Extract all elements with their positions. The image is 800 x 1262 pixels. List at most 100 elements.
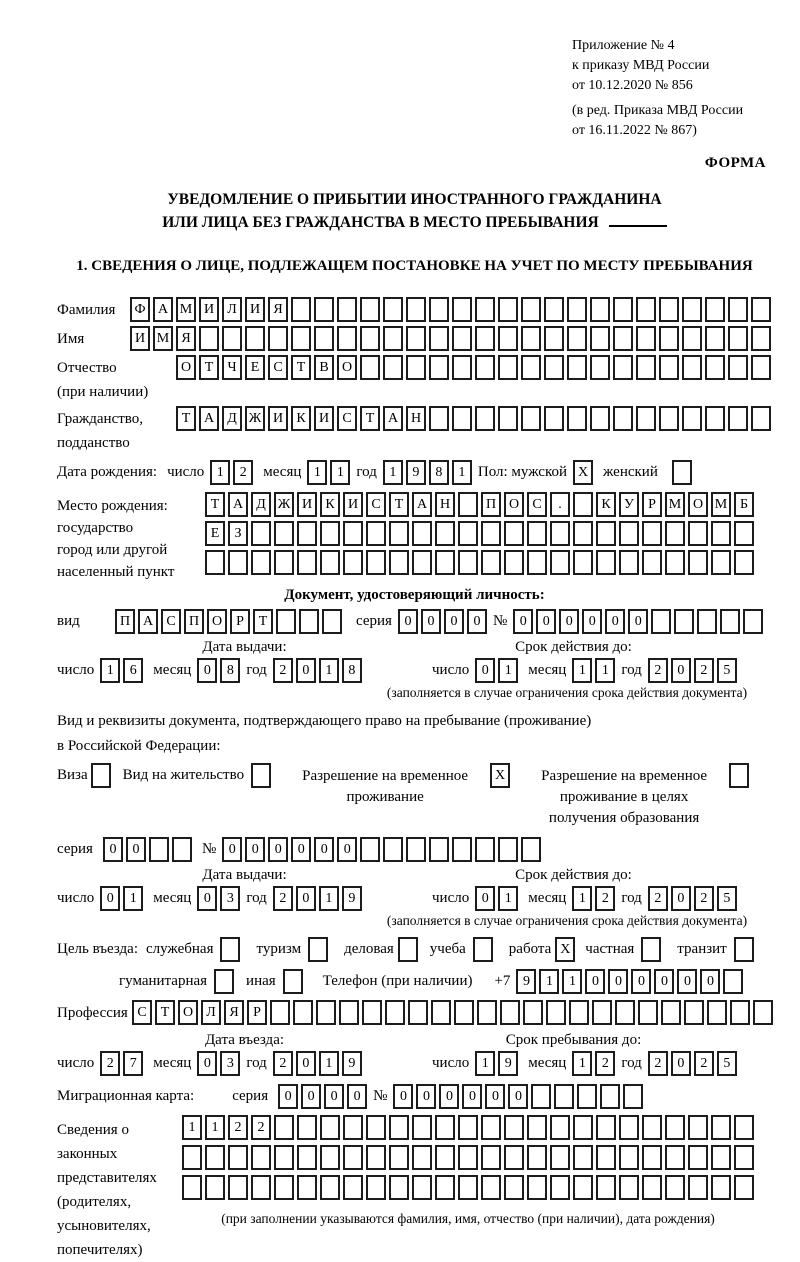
char-cell[interactable] — [389, 1115, 409, 1140]
char-cell[interactable] — [544, 326, 564, 351]
char-cell[interactable]: 2 — [233, 460, 254, 485]
char-cell[interactable] — [452, 837, 473, 862]
char-cell[interactable] — [682, 297, 702, 322]
char-cell[interactable] — [642, 550, 662, 575]
char-cell[interactable] — [435, 1175, 455, 1200]
char-cell[interactable] — [596, 1145, 616, 1170]
char-cell[interactable] — [320, 1175, 340, 1200]
char-cell[interactable] — [711, 1175, 731, 1200]
char-cell[interactable]: 0 — [628, 609, 649, 634]
char-cell[interactable]: З — [228, 521, 248, 546]
char-cell[interactable]: 0 — [278, 1084, 299, 1109]
char-cell[interactable] — [205, 1175, 225, 1200]
char-cell[interactable] — [320, 1145, 340, 1170]
char-cell[interactable] — [251, 1145, 271, 1170]
checkbox-tourism[interactable] — [308, 937, 329, 962]
char-cell[interactable] — [452, 406, 472, 431]
char-cell[interactable] — [665, 1115, 685, 1140]
char-cell[interactable] — [406, 355, 426, 380]
char-cell[interactable] — [521, 406, 541, 431]
char-cell[interactable] — [389, 1145, 409, 1170]
char-cell[interactable]: 0 — [462, 1084, 483, 1109]
char-cell[interactable]: 2 — [272, 886, 293, 911]
char-cell[interactable]: 5 — [716, 658, 737, 683]
char-cell[interactable] — [636, 326, 656, 351]
char-cell[interactable] — [728, 326, 748, 351]
char-cell[interactable] — [268, 326, 288, 351]
char-cell[interactable]: К — [320, 492, 340, 517]
char-cell[interactable] — [429, 837, 450, 862]
char-cell[interactable] — [619, 550, 639, 575]
char-cell[interactable] — [567, 406, 587, 431]
char-cell[interactable] — [521, 837, 542, 862]
char-cell[interactable] — [707, 1000, 727, 1025]
char-cell[interactable]: Р — [642, 492, 662, 517]
char-cell[interactable] — [366, 1115, 386, 1140]
char-cell[interactable]: С — [366, 492, 386, 517]
char-cell[interactable]: 2 — [693, 886, 714, 911]
char-cell[interactable]: Т — [389, 492, 409, 517]
char-cell[interactable]: О — [504, 492, 524, 517]
char-cell[interactable] — [274, 521, 294, 546]
char-cell[interactable] — [674, 609, 695, 634]
char-cell[interactable] — [291, 297, 311, 322]
char-cell[interactable] — [477, 1000, 497, 1025]
char-cell[interactable] — [527, 550, 547, 575]
char-cell[interactable] — [251, 550, 271, 575]
char-cell[interactable]: 0 — [508, 1084, 529, 1109]
char-cell[interactable] — [452, 355, 472, 380]
char-cell[interactable] — [412, 550, 432, 575]
char-cell[interactable] — [481, 521, 501, 546]
char-cell[interactable] — [527, 1175, 547, 1200]
char-cell[interactable] — [366, 521, 386, 546]
char-cell[interactable] — [205, 1145, 225, 1170]
char-cell[interactable] — [751, 406, 771, 431]
char-cell[interactable] — [498, 297, 518, 322]
char-cell[interactable] — [343, 1175, 363, 1200]
char-cell[interactable]: К — [596, 492, 616, 517]
char-cell[interactable]: 0 — [654, 969, 675, 994]
char-cell[interactable] — [458, 492, 478, 517]
char-cell[interactable] — [454, 1000, 474, 1025]
char-cell[interactable] — [475, 837, 496, 862]
char-cell[interactable] — [343, 550, 363, 575]
char-cell[interactable] — [550, 521, 570, 546]
char-cell[interactable] — [751, 297, 771, 322]
char-cell[interactable]: К — [291, 406, 311, 431]
char-cell[interactable]: Ф — [130, 297, 150, 322]
char-cell[interactable] — [366, 550, 386, 575]
char-cell[interactable]: 3 — [220, 1051, 241, 1076]
char-cell[interactable] — [475, 297, 495, 322]
char-cell[interactable] — [613, 355, 633, 380]
char-cell[interactable] — [366, 1175, 386, 1200]
char-cell[interactable]: 1 — [595, 658, 616, 683]
char-cell[interactable] — [429, 355, 449, 380]
char-cell[interactable]: Т — [199, 355, 219, 380]
char-cell[interactable]: 1 — [539, 969, 560, 994]
char-cell[interactable] — [734, 521, 754, 546]
char-cell[interactable] — [383, 355, 403, 380]
char-cell[interactable] — [573, 1115, 593, 1140]
char-cell[interactable]: 0 — [670, 1051, 691, 1076]
char-cell[interactable]: М — [176, 297, 196, 322]
char-cell[interactable] — [623, 1084, 644, 1109]
char-cell[interactable] — [554, 1084, 575, 1109]
char-cell[interactable] — [500, 1000, 520, 1025]
checkbox-private[interactable] — [641, 937, 662, 962]
char-cell[interactable]: М — [665, 492, 685, 517]
char-cell[interactable] — [661, 1000, 681, 1025]
char-cell[interactable] — [274, 550, 294, 575]
char-cell[interactable] — [728, 406, 748, 431]
char-cell[interactable]: 1 — [318, 1051, 339, 1076]
char-cell[interactable]: Ж — [274, 492, 294, 517]
char-cell[interactable]: 0 — [416, 1084, 437, 1109]
char-cell[interactable] — [182, 1175, 202, 1200]
char-cell[interactable]: 2 — [251, 1115, 271, 1140]
char-cell[interactable]: 0 — [301, 1084, 322, 1109]
char-cell[interactable] — [360, 297, 380, 322]
char-cell[interactable]: 1 — [318, 658, 339, 683]
char-cell[interactable] — [504, 550, 524, 575]
char-cell[interactable]: 1 — [572, 1051, 593, 1076]
char-cell[interactable] — [498, 406, 518, 431]
char-cell[interactable]: 0 — [324, 1084, 345, 1109]
